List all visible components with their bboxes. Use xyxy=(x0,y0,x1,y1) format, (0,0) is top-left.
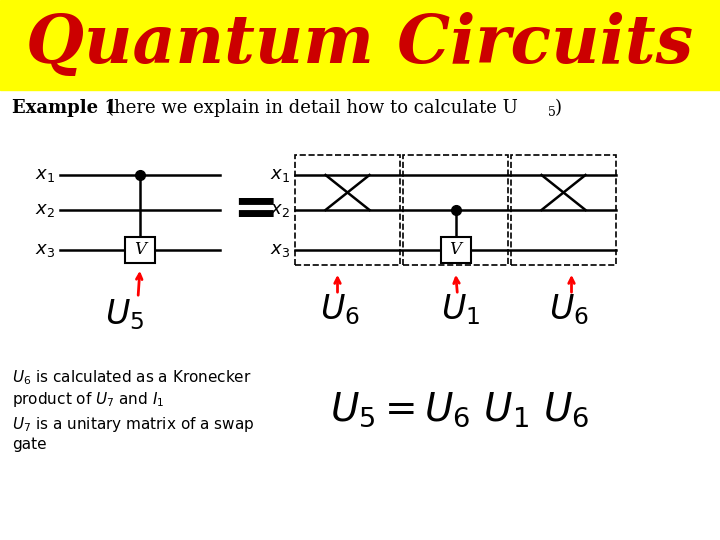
Text: $U_1$: $U_1$ xyxy=(441,293,480,327)
Text: V: V xyxy=(134,241,146,259)
Text: $U_5 = U_6\ U_1\ U_6$: $U_5 = U_6\ U_1\ U_6$ xyxy=(330,391,590,429)
Text: $x_2$: $x_2$ xyxy=(35,201,55,219)
Text: =: = xyxy=(232,183,278,237)
Text: $U_6$ is calculated as a Kronecker: $U_6$ is calculated as a Kronecker xyxy=(12,368,252,387)
Text: $U_6$: $U_6$ xyxy=(549,293,588,327)
Text: $x_1$: $x_1$ xyxy=(35,166,55,184)
Text: $U_6$: $U_6$ xyxy=(320,293,359,327)
Text: V: V xyxy=(449,241,462,259)
Bar xyxy=(125,237,155,263)
Text: $x_2$: $x_2$ xyxy=(270,201,290,219)
Text: Example 1: Example 1 xyxy=(12,99,117,117)
Text: $x_3$: $x_3$ xyxy=(35,241,55,259)
Bar xyxy=(0,0,720,90)
Text: $x_3$: $x_3$ xyxy=(270,241,290,259)
Text: $x_1$: $x_1$ xyxy=(270,166,290,184)
Text: 5: 5 xyxy=(548,106,556,119)
Bar xyxy=(511,155,616,265)
Bar xyxy=(295,155,400,265)
Text: Quantum Circuits: Quantum Circuits xyxy=(27,12,693,78)
Bar xyxy=(403,155,508,265)
Text: $U_7$ is a unitary matrix of a swap: $U_7$ is a unitary matrix of a swap xyxy=(12,415,254,434)
Text: product of $U_7$ and $I_1$: product of $U_7$ and $I_1$ xyxy=(12,390,164,409)
Text: (here we explain in detail how to calculate U: (here we explain in detail how to calcul… xyxy=(107,99,518,117)
Text: ): ) xyxy=(555,99,562,117)
Bar xyxy=(441,237,470,263)
Text: gate: gate xyxy=(12,437,47,452)
Text: $U_5$: $U_5$ xyxy=(105,298,145,332)
